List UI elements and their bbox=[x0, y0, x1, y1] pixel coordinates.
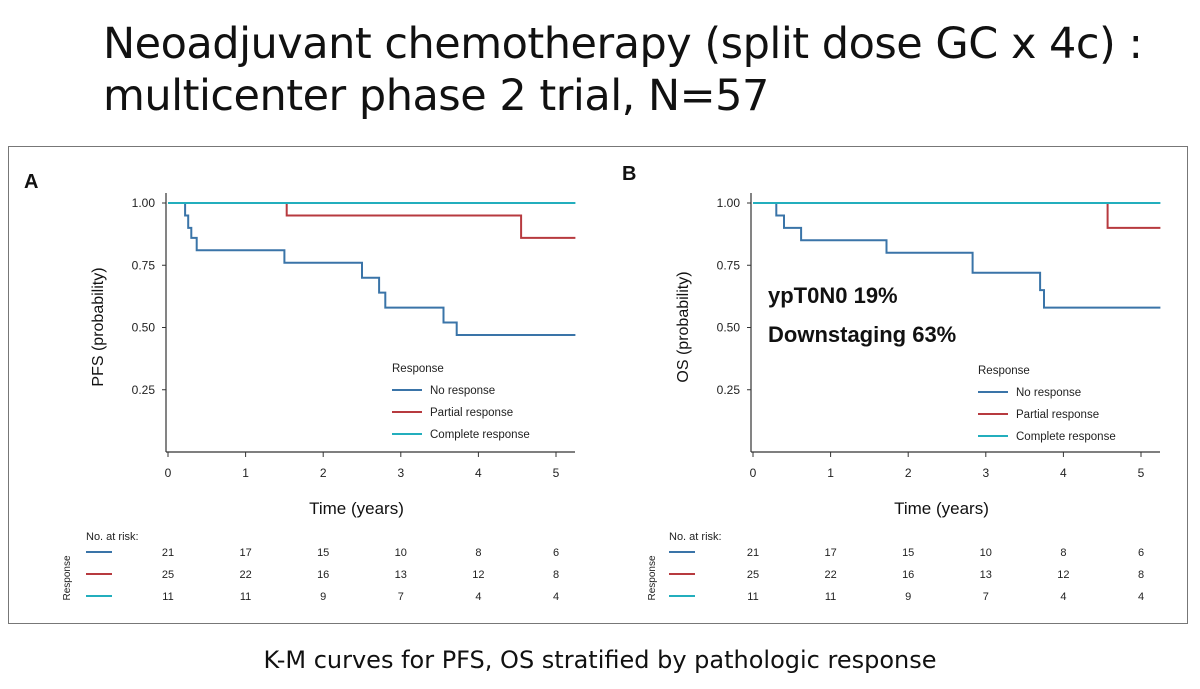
panel-b-risk-value: 4 bbox=[1060, 591, 1066, 603]
panel-a-risk-value: 6 bbox=[553, 547, 559, 559]
panel-a-risk-value: 21 bbox=[162, 547, 174, 559]
panel-b-series-partial-response bbox=[753, 202, 1161, 229]
panel-a-risk-value: 9 bbox=[320, 591, 326, 603]
panel-b-risk-value: 4 bbox=[1138, 591, 1144, 603]
panel-b-x-tick-label: 1 bbox=[827, 466, 834, 480]
panel-b-risk-value: 17 bbox=[824, 547, 836, 559]
panel-a-y-tick-label: 1.00 bbox=[132, 196, 156, 210]
panel-a-risk-table: No. at risk: Response 21 17 15 10 8 6 25 22 16 13 12… bbox=[62, 531, 559, 603]
panel-b-x-tick-label: 2 bbox=[905, 466, 912, 480]
panel-b-risk-value: 6 bbox=[1138, 547, 1144, 559]
panel-b-risk-value: 15 bbox=[902, 547, 914, 559]
panel-a-label: A bbox=[24, 171, 38, 193]
panel-a-x-tick-label: 5 bbox=[553, 466, 560, 480]
panel-b-legend-label-partial-response: Partial response bbox=[1016, 409, 1099, 421]
panel-b-risk-value: 12 bbox=[1057, 569, 1069, 581]
panel-b-risk-table-row-label: Response bbox=[647, 555, 658, 600]
panel-b-y-tick-label: 0.75 bbox=[717, 258, 741, 272]
panel-b-x-tick-label: 0 bbox=[750, 466, 757, 480]
panel-a-risk-value: 4 bbox=[553, 591, 559, 603]
panel-b-legend-title: Response bbox=[978, 365, 1030, 377]
panel-b-y-tick-label: 0.25 bbox=[717, 383, 741, 397]
panel-b-label: B bbox=[622, 163, 636, 185]
panel-a-risk-value: 13 bbox=[395, 569, 407, 581]
panel-a-series-no-response bbox=[168, 202, 576, 336]
panel-a-series-partial-response bbox=[168, 202, 576, 239]
panel-a-risk-value: 8 bbox=[553, 569, 559, 581]
slide-title-line-1: Neoadjuvant chemotherapy (split dose GC … bbox=[103, 19, 1143, 69]
panel-b-risk-value: 8 bbox=[1138, 569, 1144, 581]
panel-b-risk-value: 7 bbox=[983, 591, 989, 603]
panel-b-series-no-response bbox=[753, 202, 1161, 309]
panel-a-risk-value: 25 bbox=[162, 569, 174, 581]
panel-b-risk-value: 11 bbox=[825, 591, 836, 603]
panel-a-x-tick-label: 0 bbox=[165, 466, 172, 480]
panel-a-legend: Response No response Partial response Compl… bbox=[392, 363, 530, 441]
panel-a-y-axis-title: PFS (probability) bbox=[90, 267, 107, 386]
panel-a-legend-label-no-response: No response bbox=[430, 385, 495, 397]
panel-a-risk-value: 12 bbox=[472, 569, 484, 581]
panel-b-risk-value: 13 bbox=[980, 569, 992, 581]
panel-a-legend-label-partial-response: Partial response bbox=[430, 407, 513, 419]
panel-a-x-tick-label: 1 bbox=[242, 466, 249, 480]
panel-b-risk-value: 21 bbox=[747, 547, 759, 559]
panel-a-y-tick-label: 0.75 bbox=[132, 258, 156, 272]
panel-b-risk-value: 11 bbox=[747, 591, 758, 603]
panel-b-risk-table-title: No. at risk: bbox=[669, 531, 722, 543]
slide-caption: K-M curves for PFS, OS stratified by pat… bbox=[263, 646, 937, 674]
panel-b-x-tick-label: 4 bbox=[1060, 466, 1067, 480]
figure-frame bbox=[8, 146, 1188, 624]
panel-a-y-tick-label: 0.25 bbox=[132, 383, 156, 397]
panel-a-x-tick-label: 3 bbox=[397, 466, 404, 480]
panel-a-risk-table-title: No. at risk: bbox=[86, 531, 139, 543]
panel-a-legend-title: Response bbox=[392, 363, 444, 375]
panel-b-y-axis-title: OS (probability) bbox=[675, 271, 692, 382]
panel-a-x-axis-title: Time (years) bbox=[309, 499, 404, 518]
panel-b-x-tick-label: 5 bbox=[1138, 466, 1145, 480]
panel-a-risk-value: 8 bbox=[475, 547, 481, 559]
panel-b-risk-value: 16 bbox=[902, 569, 914, 581]
panel-b-risk-value: 9 bbox=[905, 591, 911, 603]
panel-a-risk-value: 10 bbox=[395, 547, 407, 559]
panel-b-legend-label-no-response: No response bbox=[1016, 387, 1081, 399]
panel-a-risk-table-row-label: Response bbox=[62, 555, 73, 600]
panel-b-risk-value: 8 bbox=[1060, 547, 1066, 559]
panel-b-risk-value: 10 bbox=[980, 547, 992, 559]
panel-b-y-tick-label: 1.00 bbox=[717, 196, 741, 210]
panel-a-risk-value: 7 bbox=[398, 591, 404, 603]
panel-a-risk-value: 4 bbox=[475, 591, 481, 603]
panel-b-annotation-ypt0n0: ypT0N0 19% bbox=[768, 283, 898, 308]
panel-a-risk-value: 15 bbox=[317, 547, 329, 559]
slide-title: Neoadjuvant chemotherapy (split dose GC … bbox=[103, 18, 1143, 122]
panel-a-risk-value: 17 bbox=[239, 547, 251, 559]
panel-b-legend-label-complete-response: Complete response bbox=[1016, 431, 1116, 443]
panel-b-x-tick-label: 3 bbox=[982, 466, 989, 480]
panel-a-risk-value: 22 bbox=[239, 569, 251, 581]
panel-b-risk-value: 25 bbox=[747, 569, 759, 581]
panel-b-y-tick-label: 0.50 bbox=[717, 321, 741, 335]
panel-a-legend-label-complete-response: Complete response bbox=[430, 429, 530, 441]
panel-b-risk-value: 22 bbox=[824, 569, 836, 581]
slide-title-line-2: multicenter phase 2 trial, N=57 bbox=[103, 71, 769, 121]
panel-b-risk-table: No. at risk: Response 21 17 15 10 8 6 25 22 16 13 12… bbox=[647, 531, 1144, 603]
panel-b-x-axis-title: Time (years) bbox=[894, 499, 989, 518]
panel-a-risk-value: 11 bbox=[162, 591, 173, 603]
panel-a-risk-value: 16 bbox=[317, 569, 329, 581]
panel-b-annotation-downstaging: Downstaging 63% bbox=[768, 322, 956, 347]
panel-b-legend: Response No response Partial response Compl… bbox=[978, 365, 1116, 443]
panel-a-x-tick-label: 2 bbox=[320, 466, 327, 480]
panel-a-y-tick-label: 0.50 bbox=[132, 321, 156, 335]
panel-a-risk-value: 11 bbox=[240, 591, 251, 603]
panel-a-x-tick-label: 4 bbox=[475, 466, 482, 480]
